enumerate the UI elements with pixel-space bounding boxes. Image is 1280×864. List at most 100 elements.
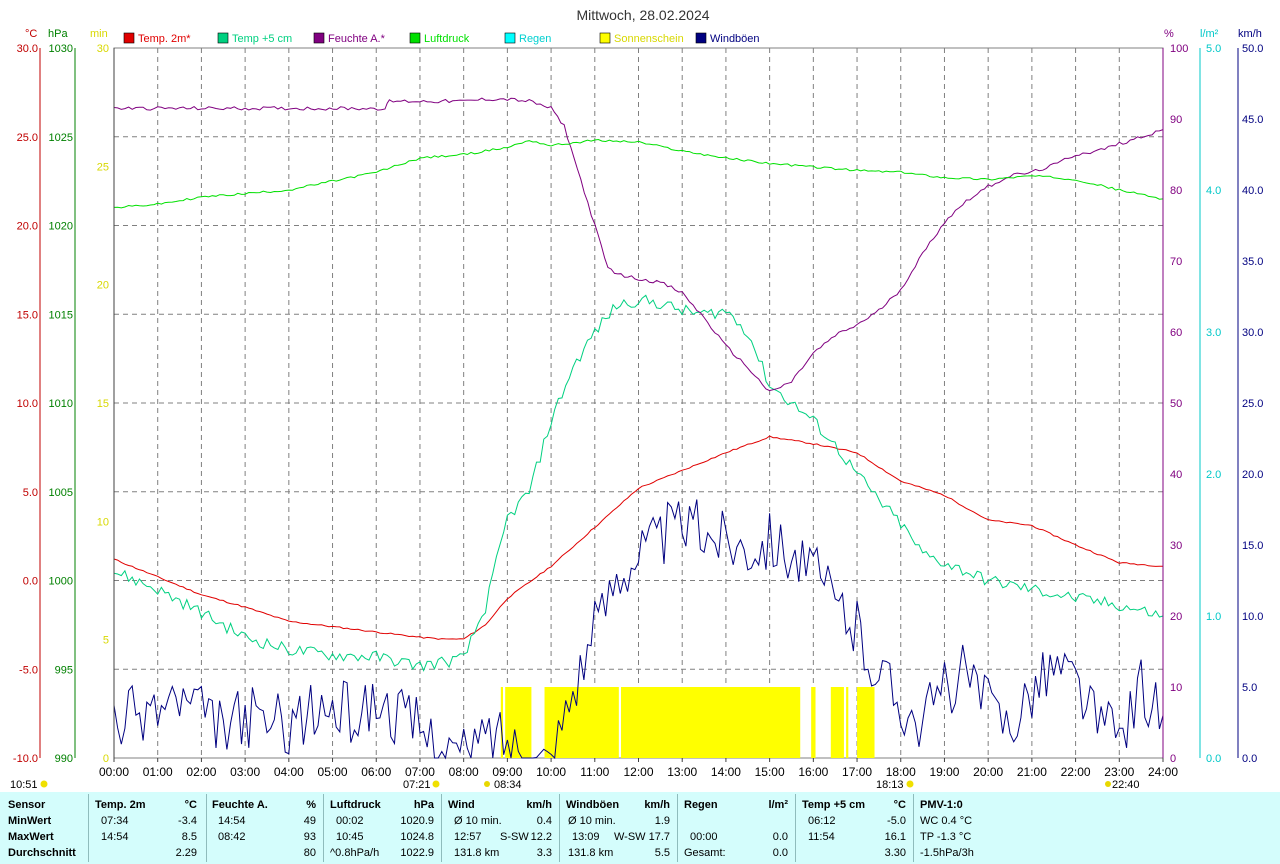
rain-tick-label: 2.0: [1206, 469, 1221, 481]
wind-tick-label: 20.0: [1242, 469, 1263, 481]
pressure-tick-label: 1005: [49, 487, 73, 499]
regen-total: 0.0: [772, 847, 788, 859]
wind-tick-label: 0.0: [1242, 753, 1257, 765]
temp-tick-label: 5.0: [23, 487, 38, 499]
x-tick-label: 10:00: [536, 765, 566, 779]
luftdruck-max: 1024.8: [400, 831, 434, 843]
rain-tick-label: 5.0: [1206, 43, 1221, 55]
regen-val: 0.0: [772, 831, 788, 843]
temp-tick-label: -5.0: [19, 664, 38, 676]
pressure-tick-label: 990: [55, 753, 73, 765]
temp2m-min: -3.4: [178, 815, 197, 827]
temp2m-avg: 2.29: [175, 847, 197, 859]
wind-tick-label: 35.0: [1242, 256, 1263, 268]
windboeen-unit: km/h: [644, 799, 670, 811]
x-tick-label: 17:00: [842, 765, 872, 779]
wind-header: Wind: [448, 799, 475, 811]
noon-label: 08:34: [494, 779, 522, 791]
temp5cm-avg: 3.30: [884, 847, 906, 859]
wind-avg: 3.3: [536, 847, 552, 859]
temp-tick-label: 0.0: [23, 576, 38, 588]
windboeen-header: Windböen: [566, 799, 620, 811]
series-lines: [113, 97, 1164, 760]
windboeen-avg10-label: Ø 10 min.: [568, 815, 616, 827]
temp5cm-max: 16.1: [884, 831, 906, 843]
sunshine-bar: [500, 687, 504, 758]
sunshine-bars: [500, 687, 875, 758]
x-tick-label: 13:00: [667, 765, 697, 779]
series-line-feuchte-a-: [113, 97, 1164, 392]
weather-chart: Mittwoch, 28.02.2024 Temp. 2m* Temp +5 cm…: [10, 7, 1263, 791]
sunset-icon: [906, 780, 914, 788]
temp2m-unit: °C: [184, 799, 197, 811]
luftdruck-unit: hPa: [413, 799, 434, 811]
temp-unit-label: °C: [25, 28, 37, 40]
pmv-trend: -1.5hPa/3h: [920, 847, 974, 859]
wind-avg10-label: Ø 10 min.: [454, 815, 502, 827]
humidity-tick-label: 90: [1170, 114, 1182, 126]
humidity-unit-label: %: [1164, 28, 1174, 40]
series-line-luftdruck: [113, 138, 1164, 209]
temp2m-min-time: 07:34: [101, 815, 129, 827]
axis-unit-labels: °C hPa min % l/m² km/h: [25, 28, 1262, 40]
wind-max-dir: S-SW: [500, 831, 529, 843]
x-tick-label: 08:00: [449, 765, 479, 779]
legend-label: Sonnenschein: [614, 33, 684, 45]
temp2m-header: Temp. 2m: [95, 799, 146, 811]
x-tick-label: 12:00: [623, 765, 653, 779]
windboeen-avg: 5.5: [654, 847, 670, 859]
legend-label: Feuchte A.*: [328, 33, 386, 45]
humidity-tick-label: 30: [1170, 540, 1182, 552]
humidity-tick-label: 50: [1170, 398, 1182, 410]
x-tick-label: 02:00: [186, 765, 216, 779]
sun-tick-label: 30: [97, 43, 109, 55]
sunrise-icon: [432, 780, 440, 788]
humidity-tick-label: 80: [1170, 185, 1182, 197]
rain-tick-label: 3.0: [1206, 327, 1221, 339]
wind-max-time: 12:57: [454, 831, 482, 843]
sun-tick-label: 0: [103, 753, 109, 765]
label-maxwert: MaxWert: [8, 831, 54, 843]
legend-label: Temp +5 cm: [232, 33, 292, 45]
sunshine-bar: [505, 687, 532, 758]
legend-swatch: [599, 32, 611, 44]
sun-events: 10:51 07:21 08:34 18:13 22:40: [10, 779, 1140, 791]
feuchte-unit: %: [306, 799, 316, 811]
x-tick-label: 23:00: [1104, 765, 1134, 779]
windboeen-max-dir: W-SW: [614, 831, 646, 843]
label-sensor: Sensor: [8, 799, 46, 811]
series-line-windb-en: [113, 499, 1164, 760]
wind-tick-label: 25.0: [1242, 398, 1263, 410]
wind-tick-label: 10.0: [1242, 611, 1263, 623]
legend-swatch: [217, 32, 229, 44]
humidity-tick-label: 60: [1170, 327, 1182, 339]
pressure-tick-label: 995: [55, 664, 73, 676]
sun-tick-label: 15: [97, 398, 109, 410]
stats-luftdruck: Luftdruck hPa 00:02 1020.9 10:45 1024.8 …: [330, 792, 436, 864]
x-tick-label: 03:00: [230, 765, 260, 779]
wind-tick-label: 30.0: [1242, 327, 1263, 339]
sun-tick-label: 20: [97, 280, 109, 292]
moonrise-icon: [40, 780, 48, 788]
feuchte-header: Feuchte A.: [212, 799, 268, 811]
temp5cm-header: Temp +5 cm: [802, 799, 866, 811]
humidity-tick-label: 100: [1170, 43, 1188, 55]
sunshine-bar: [811, 687, 816, 758]
pmv-wc: WC 0.4 °C: [920, 815, 973, 827]
legend-label: Regen: [519, 33, 551, 45]
label-durchschnitt: Durchschnitt: [8, 847, 76, 859]
wind-tick-label: 15.0: [1242, 540, 1263, 552]
x-tick-label: 20:00: [973, 765, 1003, 779]
temp-tick-label: 25.0: [17, 132, 38, 144]
x-tick-label: 22:00: [1061, 765, 1091, 779]
x-tick-label: 21:00: [1017, 765, 1047, 779]
temp5cm-min-time: 06:12: [808, 815, 836, 827]
feuchte-max-time: 08:42: [218, 831, 246, 843]
moonset-icon: [1105, 781, 1111, 787]
pressure-tick-label: 1000: [49, 576, 73, 588]
sunrise-label: 07:21: [403, 779, 431, 791]
humidity-tick-label: 10: [1170, 682, 1182, 694]
pressure-tick-label: 1030: [49, 43, 73, 55]
stats-temp2m: Temp. 2m °C 07:34 -3.4 14:54 8.5 2.29: [95, 792, 205, 864]
x-tick-label: 14:00: [711, 765, 741, 779]
